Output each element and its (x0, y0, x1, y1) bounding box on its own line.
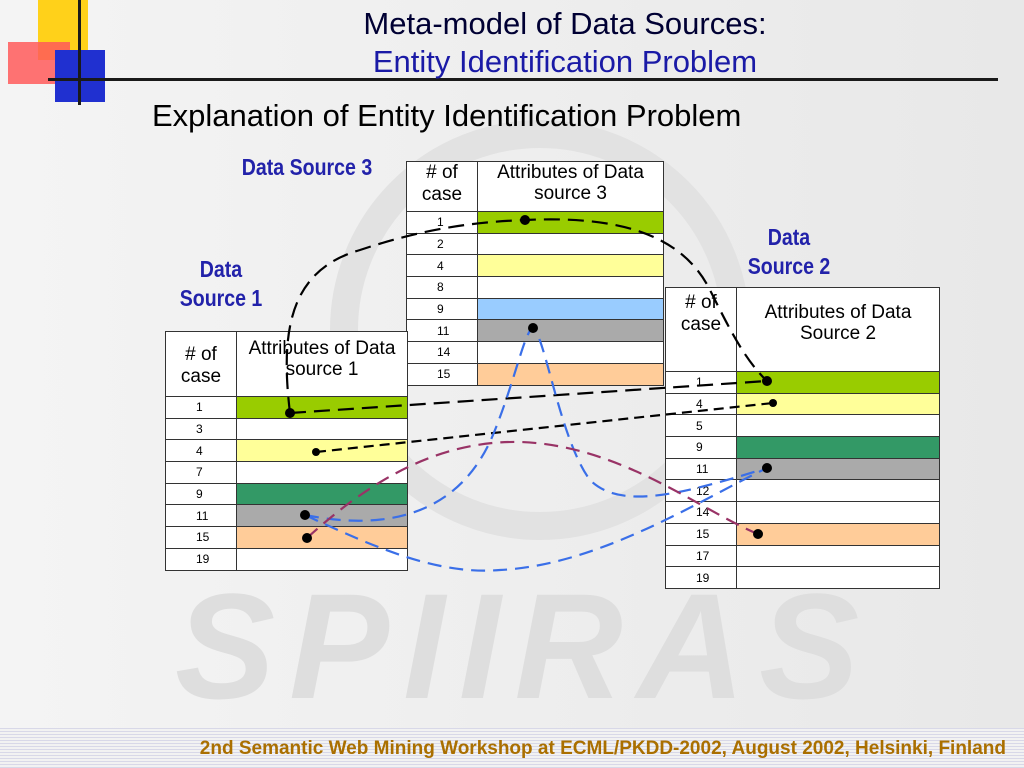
case-row: 9 (665, 436, 940, 459)
watermark-text: SPIIRAS (175, 562, 874, 730)
case-row: 7 (165, 461, 408, 484)
endpoint-dot (312, 448, 320, 456)
case-attributes (736, 457, 940, 481)
case-row: 9 (165, 482, 408, 506)
case-row: 15 (165, 526, 408, 549)
case-attributes (236, 482, 408, 506)
endpoint-dot (285, 408, 295, 418)
link-case-4 (315, 401, 774, 454)
endpoint-dot (520, 215, 530, 225)
case-row: 11 (165, 504, 408, 528)
data-source-2-label: Data Source 2 (747, 224, 831, 279)
case-attributes (236, 504, 408, 528)
link-case-11-a (304, 326, 768, 522)
case-attributes (736, 522, 940, 546)
case-number: 2 (406, 232, 478, 256)
case-attributes (736, 371, 940, 394)
case-row: 9 (406, 297, 664, 321)
case-number-header: # of case (406, 161, 478, 212)
footer-text: 2nd Semantic Web Mining Workshop at ECML… (199, 738, 1006, 759)
data-source-1-label: Data Source 1 (179, 256, 263, 311)
case-row: 15 (665, 522, 940, 546)
case-row: 14 (665, 501, 940, 524)
endpoint-dot (762, 463, 772, 473)
footer-bar (0, 728, 1024, 768)
case-row: 11 (665, 457, 940, 481)
case-row: 1 (665, 371, 940, 394)
case-number: 1 (406, 211, 478, 234)
case-number: 19 (665, 566, 737, 589)
attributes-header: Attributes of Data source 3 (477, 161, 664, 212)
case-row: 15 (406, 362, 664, 386)
endpoint-dot (753, 529, 763, 539)
case-attributes (236, 526, 408, 549)
case-number-header: # of case (665, 287, 737, 372)
case-row: 4 (165, 439, 408, 463)
case-attributes (477, 297, 664, 321)
case-attributes (736, 566, 940, 589)
link-case-11-b (304, 467, 768, 572)
attributes-header: Attributes of Data Source 2 (736, 287, 940, 372)
case-row: 1 (165, 396, 408, 419)
case-row: 19 (665, 566, 940, 589)
case-row: 2 (406, 232, 664, 256)
case-attributes (736, 544, 940, 568)
endpoint-dot (769, 399, 777, 407)
case-attributes (477, 232, 664, 256)
endpoint-dot (528, 323, 538, 333)
endpoint-dot (302, 533, 312, 543)
case-row: 11 (406, 319, 664, 343)
attributes-header: Attributes of Data source 1 (236, 331, 408, 397)
case-row: 3 (165, 417, 408, 441)
case-row: 4 (665, 392, 940, 416)
case-number-header: # of case (165, 331, 237, 397)
case-attributes (236, 547, 408, 571)
link-case-1 (285, 218, 768, 414)
slide-title: Meta-model of Data Sources: (363, 6, 767, 41)
case-attributes (477, 276, 664, 299)
case-row: 19 (165, 547, 408, 571)
link-case-1-direct (289, 379, 768, 415)
case-attributes (736, 392, 940, 416)
case-attributes (736, 501, 940, 524)
link-endpoints (285, 215, 777, 543)
slide-title-subline: Entity Identification Problem (372, 44, 758, 79)
slide-subtitle: Explanation of Entity Identification Pro… (152, 98, 742, 133)
endpoint-dot (762, 376, 772, 386)
data-source-3-label: Data Source 3 (241, 154, 373, 180)
case-attributes (477, 362, 664, 386)
link-case-15 (306, 440, 759, 539)
endpoint-dot (300, 510, 310, 520)
